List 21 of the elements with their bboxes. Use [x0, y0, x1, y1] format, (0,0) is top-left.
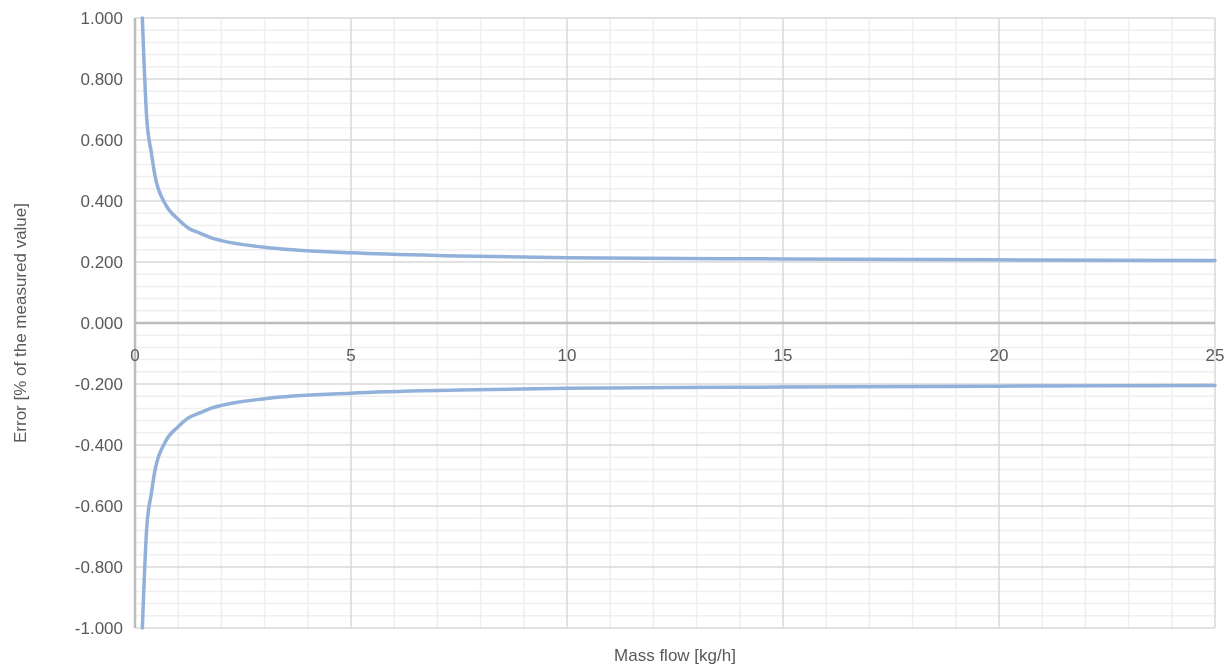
y-tick-label: -1.000 — [74, 618, 123, 638]
y-tick-label: 1.000 — [80, 8, 123, 28]
y-tick-label: -0.200 — [74, 374, 123, 394]
y-tick-label: -0.800 — [74, 557, 123, 577]
y-axis-title: Error [% of the measured value] — [11, 202, 30, 444]
x-tick-label: 25 — [1205, 346, 1225, 365]
x-tick-label: 20 — [989, 346, 1009, 365]
y-tick-label: 0.600 — [80, 130, 123, 150]
y-tick-label: -0.400 — [74, 435, 123, 455]
x-tick-label: 0 — [130, 346, 140, 365]
y-tick-label: 0.000 — [80, 313, 123, 333]
y-tick-label: 0.800 — [80, 69, 123, 89]
line-series — [140, 16, 1217, 263]
x-tick-label: 15 — [773, 346, 793, 365]
x-tick-label: 5 — [346, 346, 356, 365]
x-tick-label: 10 — [557, 346, 577, 365]
y-tick-label: 0.200 — [80, 252, 123, 272]
y-tick-label: 0.400 — [80, 191, 123, 211]
line-series — [140, 383, 1217, 630]
y-tick-label: -0.600 — [74, 496, 123, 516]
x-axis-title: Mass flow [kg/h] — [614, 646, 736, 665]
